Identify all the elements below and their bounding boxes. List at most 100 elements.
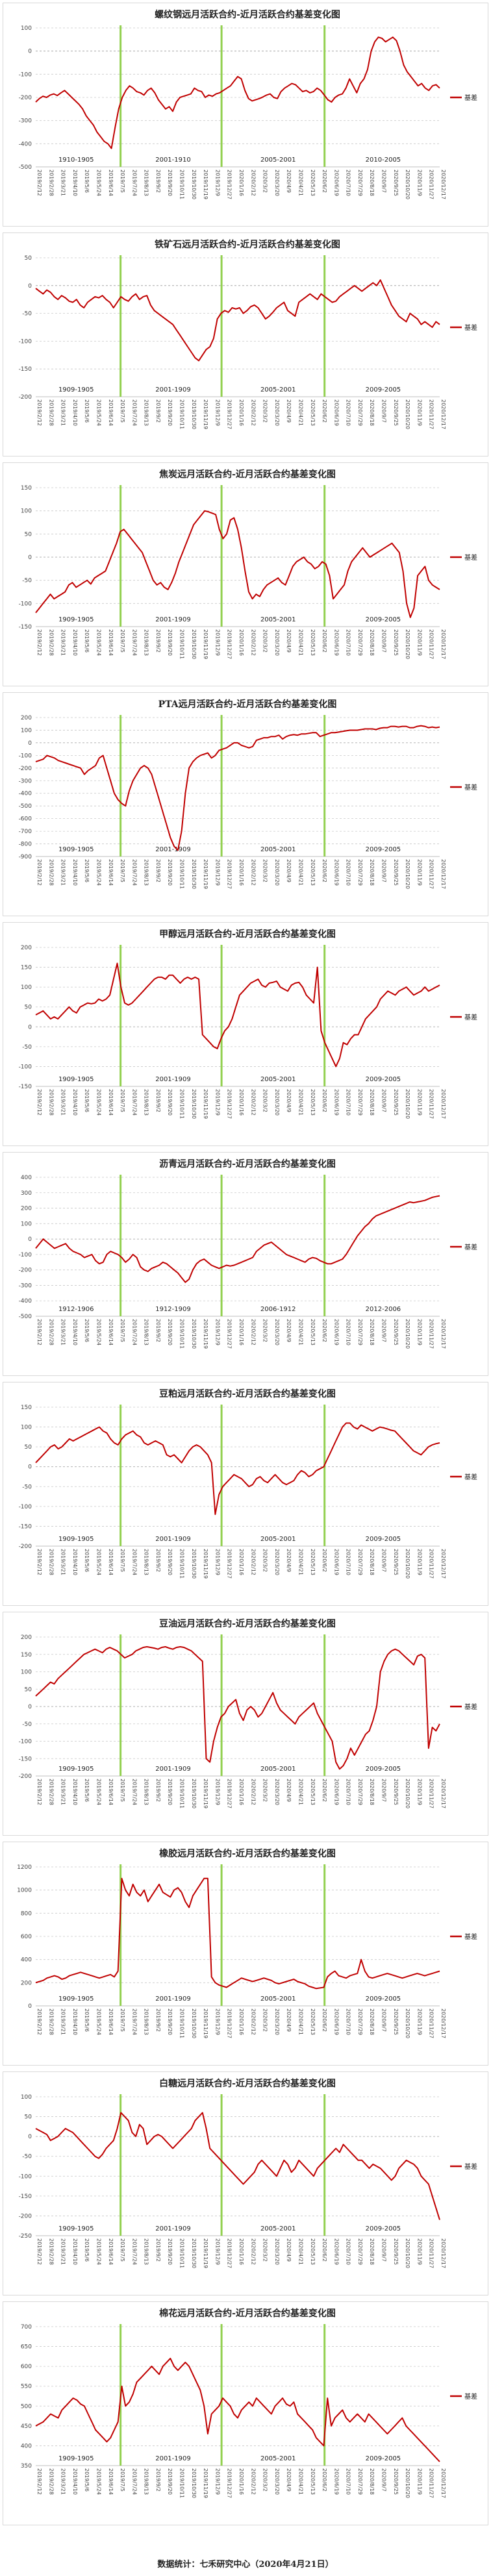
x-tick-label: 2020/9/7 — [381, 859, 387, 882]
x-tick-label: 2019/5/24 — [95, 1319, 101, 1345]
y-tick-label: 0 — [28, 1024, 32, 1031]
x-tick-label: 2020/2/12 — [250, 2468, 256, 2495]
x-tick-label: 2019/12/27 — [227, 629, 233, 659]
y-tick-label: -50 — [22, 1721, 32, 1728]
x-tick-label: 2020/4/21 — [297, 1549, 303, 1575]
x-tick-label: 2020/6/2 — [321, 2468, 327, 2492]
period-label: 2009-2005 — [366, 2455, 401, 2462]
x-tick-label: 2020/4/21 — [297, 2468, 303, 2495]
x-tick-label: 2019/12/9 — [214, 2238, 220, 2265]
x-tick-label: 2019/7/24 — [131, 1089, 137, 1116]
x-tick-label: 2019/12/27 — [227, 399, 233, 429]
period-label: 1909-1905 — [58, 386, 94, 394]
x-tick-label: 2019/2/28 — [48, 1319, 54, 1345]
x-tick-label: 2020/9/25 — [393, 1089, 399, 1116]
x-tick-label: 2019/12/9 — [214, 2008, 220, 2035]
y-tick-label: 100 — [21, 1425, 32, 1431]
x-tick-label: 2020/11/27 — [429, 169, 434, 199]
x-tick-label: 2020/1/16 — [238, 1319, 244, 1345]
x-tick-label: 2019/10/11 — [179, 2238, 185, 2268]
x-tick-label: 2020/6/2 — [321, 1089, 327, 1112]
x-tick-label: 2020/12/17 — [440, 859, 446, 889]
y-tick-label: -100 — [19, 338, 32, 345]
x-tick-label: 2020/8/18 — [369, 2468, 375, 2495]
x-tick-label: 2020/5/13 — [310, 1779, 316, 1805]
x-tick-label: 2020/7/29 — [357, 1089, 363, 1116]
y-tick-label: 300 — [21, 1190, 32, 1197]
x-tick-label: 2020/3/20 — [274, 859, 280, 886]
x-tick-label: 2020/5/13 — [310, 1319, 316, 1345]
x-tick-label: 2019/12/9 — [214, 1779, 220, 1805]
x-tick-label: 2019/2/12 — [36, 1779, 42, 1805]
x-tick-label: 2020/2/12 — [250, 1549, 256, 1575]
x-tick-label: 2019/4/10 — [72, 169, 78, 196]
y-tick-label: -300 — [19, 118, 32, 125]
period-label: 2005-2001 — [260, 2455, 296, 2462]
x-tick-label: 2019/5/6 — [84, 859, 90, 882]
x-tick-label: 2019/12/9 — [214, 1319, 220, 1345]
x-tick-label: 2019/5/6 — [84, 2238, 90, 2262]
x-tick-label: 2019/10/11 — [179, 399, 185, 429]
x-tick-label: 2020/9/25 — [393, 2008, 399, 2035]
x-tick-label: 2020/3/2 — [262, 629, 268, 653]
x-tick-label: 2019/12/9 — [214, 1549, 220, 1575]
x-tick-label: 2020/6/19 — [333, 1549, 339, 1575]
x-tick-label: 2020/1/16 — [238, 629, 244, 656]
x-tick-label: 2019/9/20 — [167, 1779, 173, 1805]
x-tick-label: 2019/5/6 — [84, 399, 90, 423]
x-tick-label: 2019/8/13 — [144, 1319, 149, 1345]
x-tick-label: 2019/2/28 — [48, 1089, 54, 1116]
x-tick-label: 2020/4/21 — [297, 2238, 303, 2265]
x-tick-label: 2020/3/2 — [262, 1319, 268, 1342]
period-label: 2001-1910 — [155, 156, 191, 164]
x-tick-label: 2019/6/14 — [108, 1089, 114, 1116]
x-tick-label: 2020/7/29 — [357, 1549, 363, 1575]
x-tick-label: 2020/9/25 — [393, 169, 399, 196]
period-label: 2001-1909 — [155, 2225, 191, 2232]
x-tick-label: 2020/6/2 — [321, 2238, 327, 2262]
period-label: 1912-1909 — [155, 1306, 191, 1313]
chart-svg: 豆粕远月活跃合约-近月活跃合约基差变化图 150 100 50 0 -50 -100 -150… — [19, 1388, 477, 1579]
legend-label: 基差 — [464, 2392, 477, 2401]
y-tick-label: 550 — [21, 2384, 32, 2390]
chart-panel: 沥青远月活跃合约-近月活跃合约基差变化图 400 300 200 100 0 -100 -20… — [3, 1152, 488, 1376]
x-tick-label: 2019/10/11 — [179, 1319, 185, 1349]
x-tick-label: 2020/10/20 — [405, 1549, 410, 1579]
x-tick-label: 2020/7/29 — [357, 399, 363, 426]
x-tick-label: 2020/4/21 — [297, 169, 303, 196]
x-tick-label: 2020/7/10 — [346, 2468, 351, 2495]
x-tick-label: 2020/11/9 — [416, 2238, 422, 2265]
period-label: 2005-2001 — [260, 1995, 296, 2003]
x-tick-label: 2019/12/27 — [227, 1089, 233, 1119]
x-tick-label: 2020/3/2 — [262, 1089, 268, 1112]
x-tick-label: 2020/1/16 — [238, 2008, 244, 2035]
x-tick-label: 2019/10/30 — [191, 2008, 197, 2038]
x-tick-label: 2019/3/21 — [60, 169, 66, 196]
x-tick-label: 2020/11/9 — [416, 1319, 422, 1345]
x-tick-label: 2019/2/12 — [36, 1089, 42, 1116]
series-line-basis — [35, 1877, 440, 1990]
x-tick-label: 2019/7/5 — [120, 859, 125, 882]
series-line-basis — [35, 962, 440, 1068]
y-tick-label: -700 — [19, 829, 32, 835]
x-tick-label: 2020/7/10 — [346, 2008, 351, 2035]
x-tick-label: 2019/10/11 — [179, 169, 185, 199]
x-tick-label: 2020/1/16 — [238, 1779, 244, 1805]
y-tick-label: -100 — [19, 753, 32, 759]
y-tick-label: 150 — [21, 965, 32, 971]
x-tick-label: 2020/3/20 — [274, 399, 280, 426]
x-tick-label: 2019/5/24 — [95, 169, 101, 196]
y-tick-label: 0 — [28, 1704, 32, 1710]
x-tick-label: 2020/3/20 — [274, 629, 280, 656]
x-tick-label: 2020/1/16 — [238, 2238, 244, 2265]
x-tick-label: 2020/9/7 — [381, 399, 387, 423]
x-tick-label: 2019/10/30 — [191, 2238, 197, 2268]
x-tick-label: 2020/1/16 — [238, 399, 244, 426]
y-tick-label: -300 — [19, 778, 32, 784]
x-tick-label: 2020/4/21 — [297, 2008, 303, 2035]
x-tick-label: 2019/5/6 — [84, 1779, 90, 1802]
period-label: 2001-1909 — [155, 1076, 191, 1083]
x-tick-label: 2020/2/12 — [250, 2008, 256, 2035]
x-tick-label: 2020/6/19 — [333, 1319, 339, 1345]
x-tick-label: 2019/9/20 — [167, 2008, 173, 2035]
